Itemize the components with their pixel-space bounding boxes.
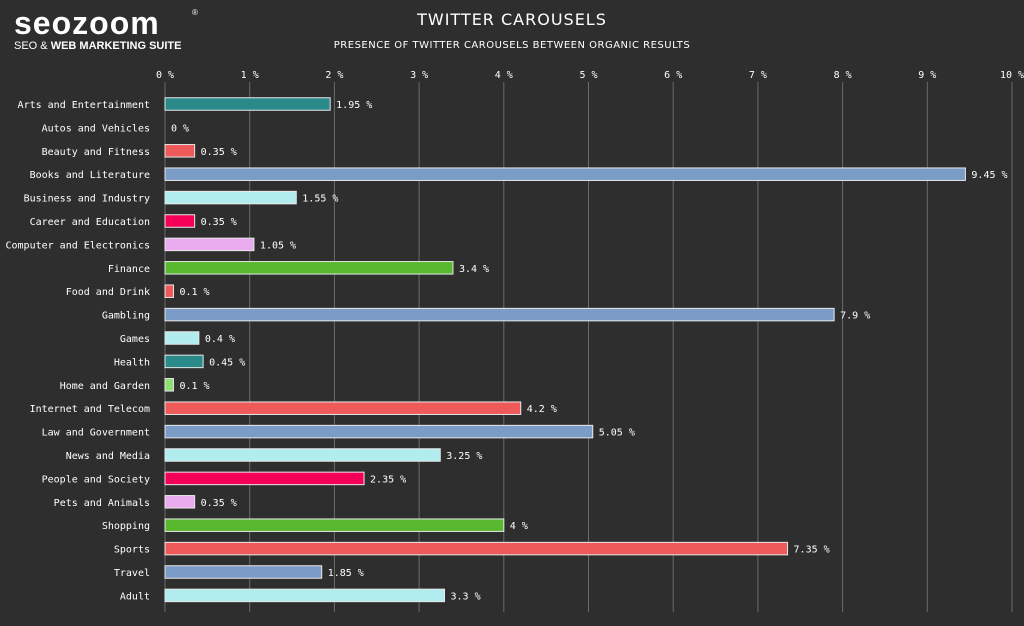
category-label: Beauty and Fitness bbox=[42, 147, 150, 158]
value-label: 4.2 % bbox=[527, 404, 557, 415]
value-label: 0.35 % bbox=[201, 147, 237, 158]
x-tick-label: 3 % bbox=[410, 70, 428, 81]
category-label: Finance bbox=[108, 264, 150, 275]
category-label: Games bbox=[120, 334, 150, 345]
value-label: 3.3 % bbox=[451, 591, 481, 602]
value-label: 2.35 % bbox=[370, 474, 406, 485]
value-label: 3.4 % bbox=[459, 264, 489, 275]
bar bbox=[164, 97, 331, 111]
logo-tagline-bold: WEB MARKETING SUITE bbox=[50, 40, 182, 52]
value-label: 1.05 % bbox=[260, 240, 296, 251]
value-label: 4 % bbox=[510, 521, 528, 532]
value-label: 7.35 % bbox=[794, 545, 830, 556]
bar bbox=[164, 448, 441, 462]
category-label: Business and Industry bbox=[24, 194, 150, 205]
category-label: Career and Education bbox=[30, 217, 150, 228]
category-label: Internet and Telecom bbox=[30, 404, 150, 415]
value-label: 1.95 % bbox=[336, 100, 372, 111]
value-label: 0.1 % bbox=[179, 287, 209, 298]
value-label: 0.35 % bbox=[201, 217, 237, 228]
value-label: 3.25 % bbox=[446, 451, 482, 462]
value-label: 1.55 % bbox=[302, 194, 338, 205]
bar bbox=[164, 190, 297, 205]
value-label: 0.4 % bbox=[205, 334, 235, 345]
category-label: Food and Drink bbox=[66, 287, 150, 298]
category-label: Sports bbox=[114, 545, 150, 556]
category-label: Home and Garden bbox=[60, 381, 150, 392]
bar bbox=[164, 144, 196, 158]
x-tick-label: 1 % bbox=[241, 70, 259, 81]
seozoom-logo: seozoom ® SEO & WEB MARKETING SUITE bbox=[14, 5, 198, 52]
value-label: 0.45 % bbox=[209, 357, 245, 368]
bar bbox=[164, 214, 196, 228]
value-label: 9.45 % bbox=[971, 170, 1007, 181]
logo-tagline-prefix: SEO & bbox=[14, 40, 51, 52]
category-label: Autos and Vehicles bbox=[42, 123, 150, 134]
bar bbox=[164, 284, 174, 298]
x-tick-label: 6 % bbox=[664, 70, 682, 81]
bar bbox=[164, 167, 966, 181]
x-tick-label: 0 % bbox=[156, 70, 174, 81]
bar bbox=[164, 518, 505, 532]
value-label: 0.1 % bbox=[179, 381, 209, 392]
x-tick-label: 2 % bbox=[325, 70, 343, 81]
chart-title: TWITTER CAROUSELS bbox=[417, 10, 607, 29]
bar bbox=[164, 541, 789, 556]
category-label: Law and Government bbox=[42, 428, 150, 439]
x-tick-label: 5 % bbox=[579, 70, 597, 81]
bar bbox=[164, 495, 196, 509]
category-label: Travel bbox=[114, 568, 150, 579]
value-label: 1.85 % bbox=[328, 568, 364, 579]
category-label: People and Society bbox=[42, 474, 150, 485]
bar bbox=[164, 565, 323, 579]
bar bbox=[164, 471, 365, 486]
bar bbox=[164, 588, 446, 603]
category-label: News and Media bbox=[66, 451, 150, 462]
bar bbox=[164, 378, 174, 392]
bar bbox=[164, 401, 522, 415]
category-label: Gambling bbox=[102, 311, 150, 322]
bar bbox=[164, 424, 594, 439]
category-label: Arts and Entertainment bbox=[18, 100, 150, 111]
bar bbox=[164, 261, 454, 275]
category-label: Adult bbox=[120, 591, 150, 602]
category-label: Computer and Electronics bbox=[6, 240, 151, 251]
bar bbox=[164, 354, 204, 369]
value-label: 0 % bbox=[171, 123, 189, 134]
chart-subtitle: PRESENCE OF TWITTER CAROUSELS BETWEEN OR… bbox=[333, 40, 691, 51]
x-tick-label: 4 % bbox=[495, 70, 513, 81]
bar bbox=[164, 237, 255, 252]
bar bbox=[164, 307, 835, 322]
registered-mark: ® bbox=[192, 8, 198, 17]
x-tick-label: 10 % bbox=[1000, 70, 1024, 81]
x-tick-label: 7 % bbox=[749, 70, 767, 81]
x-tick-label: 9 % bbox=[918, 70, 936, 81]
category-label: Books and Literature bbox=[30, 170, 150, 181]
value-label: 0.35 % bbox=[201, 498, 237, 509]
category-label: Pets and Animals bbox=[54, 498, 150, 509]
logo-wordmark: seozoom bbox=[14, 5, 160, 41]
category-label: Shopping bbox=[102, 521, 150, 532]
x-tick-label: 8 % bbox=[834, 70, 852, 81]
bar bbox=[164, 331, 200, 345]
value-label: 5.05 % bbox=[599, 428, 635, 439]
value-label: 7.9 % bbox=[840, 311, 870, 322]
category-label: Health bbox=[114, 357, 150, 368]
logo-tagline: SEO & WEB MARKETING SUITE bbox=[14, 40, 181, 52]
